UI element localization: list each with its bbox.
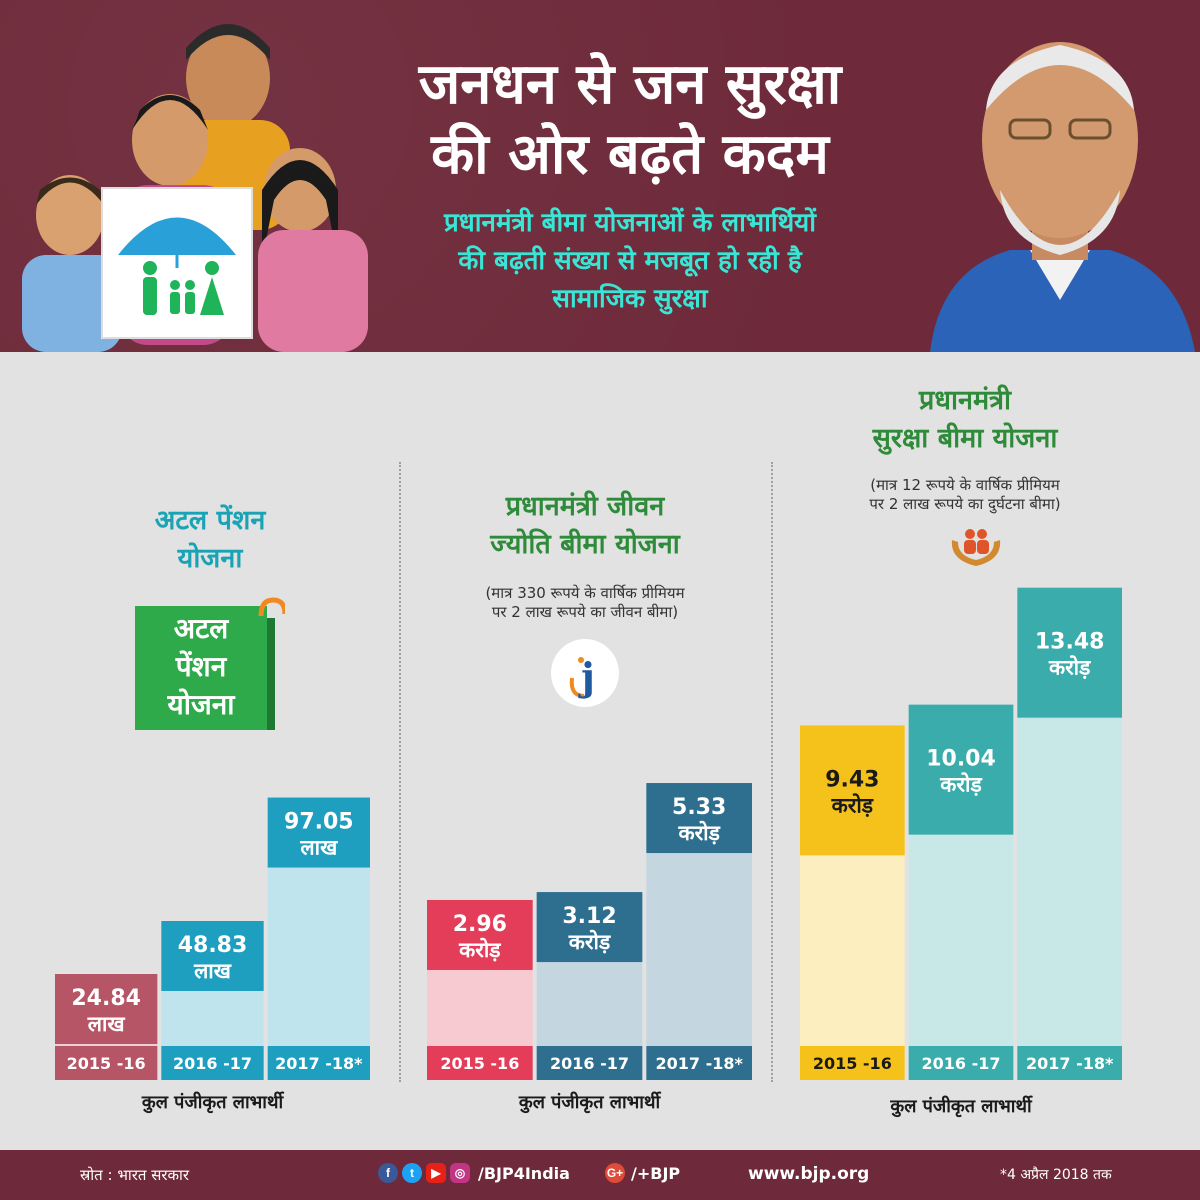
jj-logo-letter: j bbox=[578, 654, 595, 699]
website-link[interactable]: www.bjp.org bbox=[748, 1164, 870, 1184]
category-label-2: 2017 -18* bbox=[1026, 1054, 1114, 1073]
social-links: f t ▶ ◎ /BJP4India bbox=[378, 1163, 570, 1183]
category-label-0: 2015 -16 bbox=[813, 1054, 892, 1073]
bar-unit-label-0: करोड़ bbox=[831, 792, 874, 817]
apy-title-line-2: योजना bbox=[177, 543, 243, 574]
bar-unit-label-2: करोड़ bbox=[1048, 655, 1091, 680]
bar-value-label-0: 2.96 bbox=[453, 912, 507, 937]
divider-1 bbox=[399, 462, 401, 1082]
apy-title-line-1: अटल पेंशन bbox=[154, 505, 266, 536]
pmjjby-xlabel: कुल पंजीकृत लाभार्थी bbox=[518, 1092, 661, 1113]
category-label-2: 2017 -18* bbox=[275, 1054, 363, 1073]
apy-logo-line-1: अटल bbox=[174, 612, 230, 645]
pmsby-title: प्रधानमंत्री सुरक्षा बीमा योजना bbox=[800, 382, 1130, 458]
category-box-2 bbox=[1017, 1046, 1122, 1080]
apy-logo-line-2: पेंशन bbox=[175, 650, 228, 683]
category-label-1: 2016 -17 bbox=[921, 1054, 1000, 1073]
bar-value-box-0 bbox=[55, 974, 158, 1044]
main-title: जनधन से जन सुरक्षा की ओर बढ़ते कदम bbox=[330, 50, 930, 190]
family-illustration bbox=[22, 24, 368, 352]
apy-logo: अटल पेंशन योजना bbox=[135, 597, 285, 730]
subtitle: प्रधानमंत्री बीमा योजनाओं के लाभार्थियों… bbox=[340, 204, 920, 318]
main-title-line-1: जनधन से जन सुरक्षा bbox=[418, 52, 842, 117]
twitter-icon[interactable]: t bbox=[402, 1163, 422, 1183]
pmjjby-note: (मात्र 330 रूपये के वार्षिक प्रीमियम पर … bbox=[420, 584, 750, 622]
apy-title: अटल पेंशन योजना bbox=[60, 502, 360, 578]
bar-value-label-2: 5.33 bbox=[672, 795, 726, 820]
instagram-icon[interactable]: ◎ bbox=[450, 1163, 470, 1183]
bar-unit-label-2: करोड़ bbox=[677, 820, 720, 845]
bar-value-label-1: 10.04 bbox=[926, 747, 996, 772]
category-box-0 bbox=[55, 1046, 158, 1080]
category-label-1: 2016 -17 bbox=[173, 1054, 252, 1073]
pmsby-note-line-2: पर 2 लाख रूपये का दुर्घटना बीमा) bbox=[869, 495, 1061, 513]
category-label-2: 2017 -18* bbox=[655, 1054, 743, 1073]
leader-portrait bbox=[930, 42, 1195, 352]
subtitle-line-2: की बढ़ती संख्या से मजबूत हो रही है bbox=[458, 246, 802, 276]
category-box-2 bbox=[267, 1046, 370, 1080]
footer: स्रोत : भारत सरकार f t ▶ ◎ /BJP4India G+… bbox=[0, 1150, 1200, 1200]
social-handle[interactable]: /BJP4India bbox=[478, 1163, 570, 1183]
pmsby-title-line-2: सुरक्षा बीमा योजना bbox=[872, 423, 1058, 454]
youtube-icon[interactable]: ▶ bbox=[426, 1163, 446, 1183]
category-box-1 bbox=[908, 1046, 1014, 1080]
bar-unit-label-1: करोड़ bbox=[939, 772, 982, 797]
bar-value-box-0 bbox=[427, 899, 533, 970]
bar-value-box-2 bbox=[646, 783, 752, 854]
bar-value-label-0: 24.84 bbox=[71, 986, 141, 1011]
facebook-icon[interactable]: f bbox=[378, 1163, 398, 1183]
source-text: स्रोत : भारत सरकार bbox=[80, 1166, 190, 1184]
pmjjby-title-line-1: प्रधानमंत्री जीवन bbox=[505, 491, 665, 522]
google-plus-icon[interactable]: G+ bbox=[605, 1163, 625, 1183]
pmsby-xlabel: कुल पंजीकृत लाभार्थी bbox=[890, 1096, 1032, 1117]
category-box-0 bbox=[800, 1046, 905, 1080]
bar-unit-label-1: लाख bbox=[193, 959, 232, 983]
pmjjby-note-line-2: पर 2 लाख रूपये का जीवन बीमा) bbox=[491, 603, 679, 621]
bar-unit-label-0: लाख bbox=[87, 1012, 126, 1036]
main-title-line-2: की ओर बढ़ते कदम bbox=[431, 122, 829, 187]
bar-value-label-2: 97.05 bbox=[284, 810, 354, 835]
category-label-0: 2015 -16 bbox=[67, 1054, 146, 1073]
category-label-1: 2016 -17 bbox=[550, 1054, 629, 1073]
pmsby-note: (मात्र 12 रूपये के वार्षिक प्रीमियम पर 2… bbox=[800, 476, 1130, 514]
category-box-2 bbox=[646, 1046, 752, 1080]
bar-value-box-1 bbox=[908, 704, 1014, 835]
divider-2 bbox=[771, 462, 773, 1082]
apy-logo-line-3: योजना bbox=[166, 688, 236, 721]
pmjjby-title-line-2: ज्योति बीमा योजना bbox=[490, 529, 680, 560]
bar-value-box-1 bbox=[161, 920, 264, 991]
bar-value-label-2: 13.48 bbox=[1035, 630, 1105, 655]
bar-unit-label-0: करोड़ bbox=[458, 937, 501, 962]
pmjjby-note-line-1: (मात्र 330 रूपये के वार्षिक प्रीमियम bbox=[485, 584, 685, 602]
bar-value-box-2 bbox=[1017, 587, 1122, 718]
apy-xlabel: कुल पंजीकृत लाभार्थी bbox=[141, 1092, 284, 1113]
bar-value-box-0 bbox=[800, 725, 905, 856]
category-box-0 bbox=[427, 1046, 533, 1080]
bar-unit-label-1: करोड़ bbox=[568, 929, 611, 954]
bar-value-label-1: 48.83 bbox=[178, 933, 248, 958]
bar-value-label-0: 9.43 bbox=[825, 767, 879, 792]
jj-logo: j bbox=[551, 639, 619, 707]
pmjjby-title: प्रधानमंत्री जीवन ज्योति बीमा योजना bbox=[420, 488, 750, 564]
pmsby-title-line-1: प्रधानमंत्री bbox=[919, 385, 1011, 416]
category-box-1 bbox=[161, 1046, 264, 1080]
subtitle-line-3: सामाजिक सुरक्षा bbox=[552, 284, 708, 314]
gplus-link[interactable]: G+ /+BJP bbox=[605, 1163, 680, 1183]
header-banner: जनधन से जन सुरक्षा की ओर बढ़ते कदम प्रधा… bbox=[0, 0, 1200, 352]
bar-value-box-1 bbox=[536, 892, 643, 963]
as-of-note: *4 अप्रैल 2018 तक bbox=[1000, 1167, 1112, 1183]
bar-unit-label-2: लाख bbox=[299, 836, 338, 860]
bar-value-box-2 bbox=[267, 797, 370, 868]
category-box-1 bbox=[536, 1046, 643, 1080]
bar-value-label-1: 3.12 bbox=[562, 904, 616, 929]
pmsby-note-line-1: (मात्र 12 रूपये के वार्षिक प्रीमियम bbox=[870, 476, 1060, 494]
subtitle-line-1: प्रधानमंत्री बीमा योजनाओं के लाभार्थियों bbox=[444, 208, 816, 238]
gplus-handle[interactable]: /+BJP bbox=[631, 1163, 681, 1183]
hands-family-icon bbox=[951, 529, 1001, 566]
category-label-0: 2015 -16 bbox=[440, 1054, 519, 1073]
